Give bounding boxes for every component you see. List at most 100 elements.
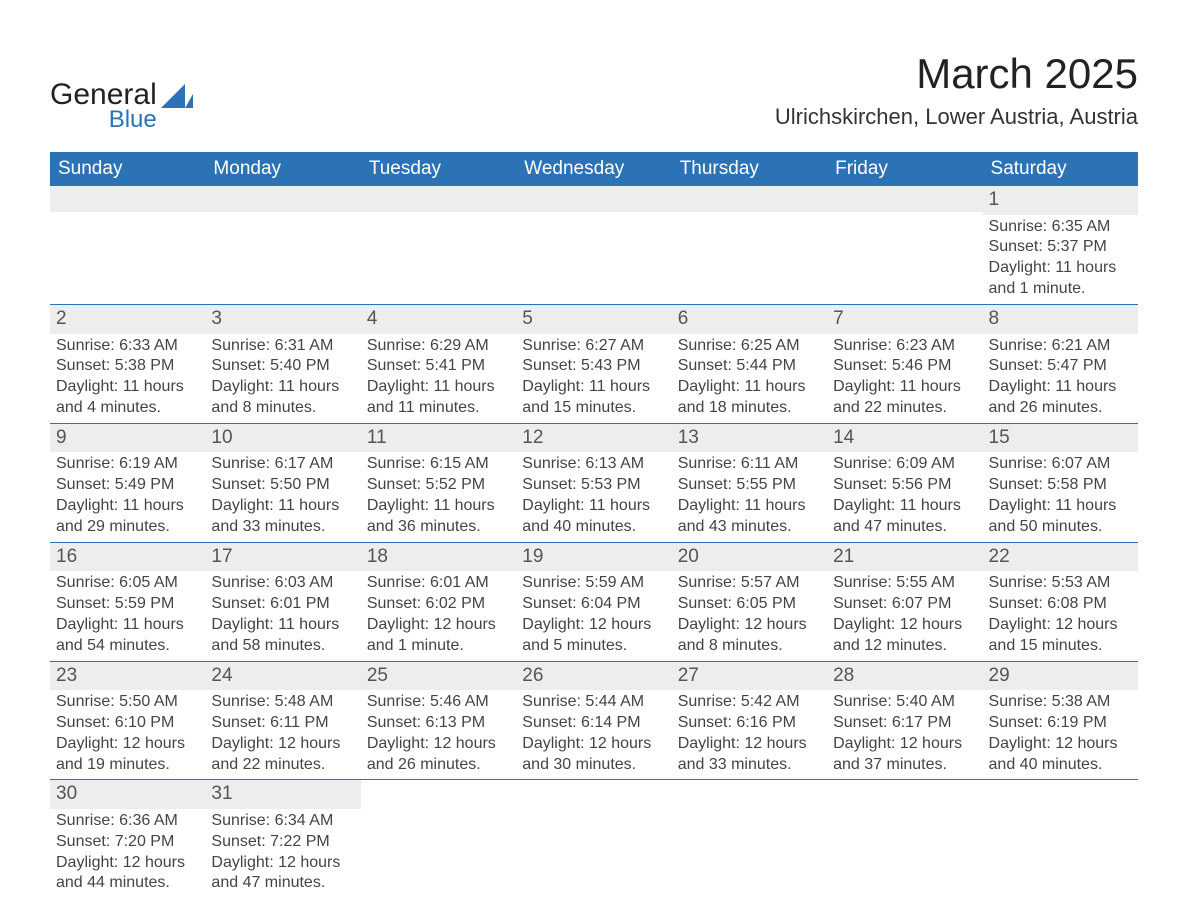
- day-number: 13: [672, 424, 827, 453]
- day-number: [361, 186, 516, 212]
- daylight-text: Daylight: 11 hours and 58 minutes.: [211, 615, 354, 657]
- day-details: [672, 806, 827, 812]
- sunset-text: Sunset: 6:16 PM: [678, 713, 821, 734]
- sunrise-text: Sunrise: 5:59 AM: [522, 573, 665, 594]
- day-number: 2: [50, 305, 205, 334]
- calendar-week: 9Sunrise: 6:19 AMSunset: 5:49 PMDaylight…: [50, 423, 1138, 542]
- sunset-text: Sunset: 5:46 PM: [833, 356, 976, 377]
- daylight-text: Daylight: 11 hours and 11 minutes.: [367, 377, 510, 419]
- calendar-day: [516, 186, 671, 304]
- calendar-day: 12Sunrise: 6:13 AMSunset: 5:53 PMDayligh…: [516, 424, 671, 542]
- calendar-day: 21Sunrise: 5:55 AMSunset: 6:07 PMDayligh…: [827, 543, 982, 661]
- day-details: [50, 212, 205, 218]
- day-details: [205, 212, 360, 218]
- day-number: 28: [827, 662, 982, 691]
- sunset-text: Sunset: 5:44 PM: [678, 356, 821, 377]
- calendar-week: 23Sunrise: 5:50 AMSunset: 6:10 PMDayligh…: [50, 661, 1138, 780]
- day-details: Sunrise: 6:27 AMSunset: 5:43 PMDaylight:…: [516, 334, 671, 423]
- calendar-day: 5Sunrise: 6:27 AMSunset: 5:43 PMDaylight…: [516, 305, 671, 423]
- sunset-text: Sunset: 5:40 PM: [211, 356, 354, 377]
- daylight-text: Daylight: 11 hours and 50 minutes.: [989, 496, 1132, 538]
- calendar-day: 30Sunrise: 6:36 AMSunset: 7:20 PMDayligh…: [50, 780, 205, 898]
- month-title: March 2025: [775, 50, 1138, 98]
- sunrise-text: Sunrise: 6:07 AM: [989, 454, 1132, 475]
- calendar-day: 31Sunrise: 6:34 AMSunset: 7:22 PMDayligh…: [205, 780, 360, 898]
- sunrise-text: Sunrise: 6:19 AM: [56, 454, 199, 475]
- sunrise-text: Sunrise: 6:29 AM: [367, 336, 510, 357]
- day-number: [205, 186, 360, 212]
- day-number: 5: [516, 305, 671, 334]
- sunset-text: Sunset: 5:49 PM: [56, 475, 199, 496]
- day-details: Sunrise: 5:53 AMSunset: 6:08 PMDaylight:…: [983, 571, 1138, 660]
- dow-thursday: Thursday: [672, 152, 827, 186]
- logo-text-blue: Blue: [109, 108, 157, 132]
- day-details: Sunrise: 6:25 AMSunset: 5:44 PMDaylight:…: [672, 334, 827, 423]
- daylight-text: Daylight: 12 hours and 26 minutes.: [367, 734, 510, 776]
- sunset-text: Sunset: 5:50 PM: [211, 475, 354, 496]
- sunset-text: Sunset: 5:38 PM: [56, 356, 199, 377]
- calendar-day: 3Sunrise: 6:31 AMSunset: 5:40 PMDaylight…: [205, 305, 360, 423]
- daylight-text: Daylight: 11 hours and 40 minutes.: [522, 496, 665, 538]
- calendar-day: 14Sunrise: 6:09 AMSunset: 5:56 PMDayligh…: [827, 424, 982, 542]
- sunset-text: Sunset: 6:11 PM: [211, 713, 354, 734]
- calendar-day: [205, 186, 360, 304]
- day-number: 10: [205, 424, 360, 453]
- day-details: Sunrise: 6:19 AMSunset: 5:49 PMDaylight:…: [50, 452, 205, 541]
- sunset-text: Sunset: 5:52 PM: [367, 475, 510, 496]
- calendar-week: 2Sunrise: 6:33 AMSunset: 5:38 PMDaylight…: [50, 304, 1138, 423]
- sunrise-text: Sunrise: 6:05 AM: [56, 573, 199, 594]
- sunrise-text: Sunrise: 6:21 AM: [989, 336, 1132, 357]
- sunrise-text: Sunrise: 6:11 AM: [678, 454, 821, 475]
- day-details: Sunrise: 5:38 AMSunset: 6:19 PMDaylight:…: [983, 690, 1138, 779]
- calendar-day: 10Sunrise: 6:17 AMSunset: 5:50 PMDayligh…: [205, 424, 360, 542]
- day-number: 25: [361, 662, 516, 691]
- day-details: Sunrise: 6:13 AMSunset: 5:53 PMDaylight:…: [516, 452, 671, 541]
- calendar-day: 13Sunrise: 6:11 AMSunset: 5:55 PMDayligh…: [672, 424, 827, 542]
- sunset-text: Sunset: 5:55 PM: [678, 475, 821, 496]
- day-of-week-header: Sunday Monday Tuesday Wednesday Thursday…: [50, 152, 1138, 186]
- day-number: 15: [983, 424, 1138, 453]
- calendar-day: 2Sunrise: 6:33 AMSunset: 5:38 PMDaylight…: [50, 305, 205, 423]
- sunset-text: Sunset: 5:56 PM: [833, 475, 976, 496]
- daylight-text: Daylight: 11 hours and 1 minute.: [989, 258, 1132, 300]
- day-number: 17: [205, 543, 360, 572]
- dow-saturday: Saturday: [983, 152, 1138, 186]
- sunrise-text: Sunrise: 5:50 AM: [56, 692, 199, 713]
- day-details: Sunrise: 6:29 AMSunset: 5:41 PMDaylight:…: [361, 334, 516, 423]
- sunset-text: Sunset: 6:17 PM: [833, 713, 976, 734]
- daylight-text: Daylight: 11 hours and 33 minutes.: [211, 496, 354, 538]
- calendar-week: 30Sunrise: 6:36 AMSunset: 7:20 PMDayligh…: [50, 779, 1138, 898]
- day-number: 30: [50, 780, 205, 809]
- calendar-day: [827, 780, 982, 898]
- day-details: Sunrise: 6:01 AMSunset: 6:02 PMDaylight:…: [361, 571, 516, 660]
- calendar-day: 19Sunrise: 5:59 AMSunset: 6:04 PMDayligh…: [516, 543, 671, 661]
- sunrise-text: Sunrise: 5:38 AM: [989, 692, 1132, 713]
- day-details: Sunrise: 5:57 AMSunset: 6:05 PMDaylight:…: [672, 571, 827, 660]
- sunrise-text: Sunrise: 6:34 AM: [211, 811, 354, 832]
- day-details: Sunrise: 5:48 AMSunset: 6:11 PMDaylight:…: [205, 690, 360, 779]
- daylight-text: Daylight: 12 hours and 5 minutes.: [522, 615, 665, 657]
- daylight-text: Daylight: 12 hours and 33 minutes.: [678, 734, 821, 776]
- calendar-day: [50, 186, 205, 304]
- day-number: [827, 186, 982, 212]
- daylight-text: Daylight: 11 hours and 43 minutes.: [678, 496, 821, 538]
- calendar-day: 20Sunrise: 5:57 AMSunset: 6:05 PMDayligh…: [672, 543, 827, 661]
- sunrise-text: Sunrise: 6:23 AM: [833, 336, 976, 357]
- day-number: 4: [361, 305, 516, 334]
- day-number: [672, 186, 827, 212]
- calendar-day: 29Sunrise: 5:38 AMSunset: 6:19 PMDayligh…: [983, 662, 1138, 780]
- day-number: 1: [983, 186, 1138, 215]
- daylight-text: Daylight: 12 hours and 8 minutes.: [678, 615, 821, 657]
- day-number: 3: [205, 305, 360, 334]
- day-details: Sunrise: 6:03 AMSunset: 6:01 PMDaylight:…: [205, 571, 360, 660]
- day-details: Sunrise: 6:31 AMSunset: 5:40 PMDaylight:…: [205, 334, 360, 423]
- dow-wednesday: Wednesday: [516, 152, 671, 186]
- calendar-day: 7Sunrise: 6:23 AMSunset: 5:46 PMDaylight…: [827, 305, 982, 423]
- day-number: 18: [361, 543, 516, 572]
- calendar-day: 16Sunrise: 6:05 AMSunset: 5:59 PMDayligh…: [50, 543, 205, 661]
- calendar-day: [361, 780, 516, 898]
- sunrise-text: Sunrise: 6:35 AM: [989, 217, 1132, 238]
- sunset-text: Sunset: 5:47 PM: [989, 356, 1132, 377]
- calendar-day: 26Sunrise: 5:44 AMSunset: 6:14 PMDayligh…: [516, 662, 671, 780]
- day-details: [983, 806, 1138, 812]
